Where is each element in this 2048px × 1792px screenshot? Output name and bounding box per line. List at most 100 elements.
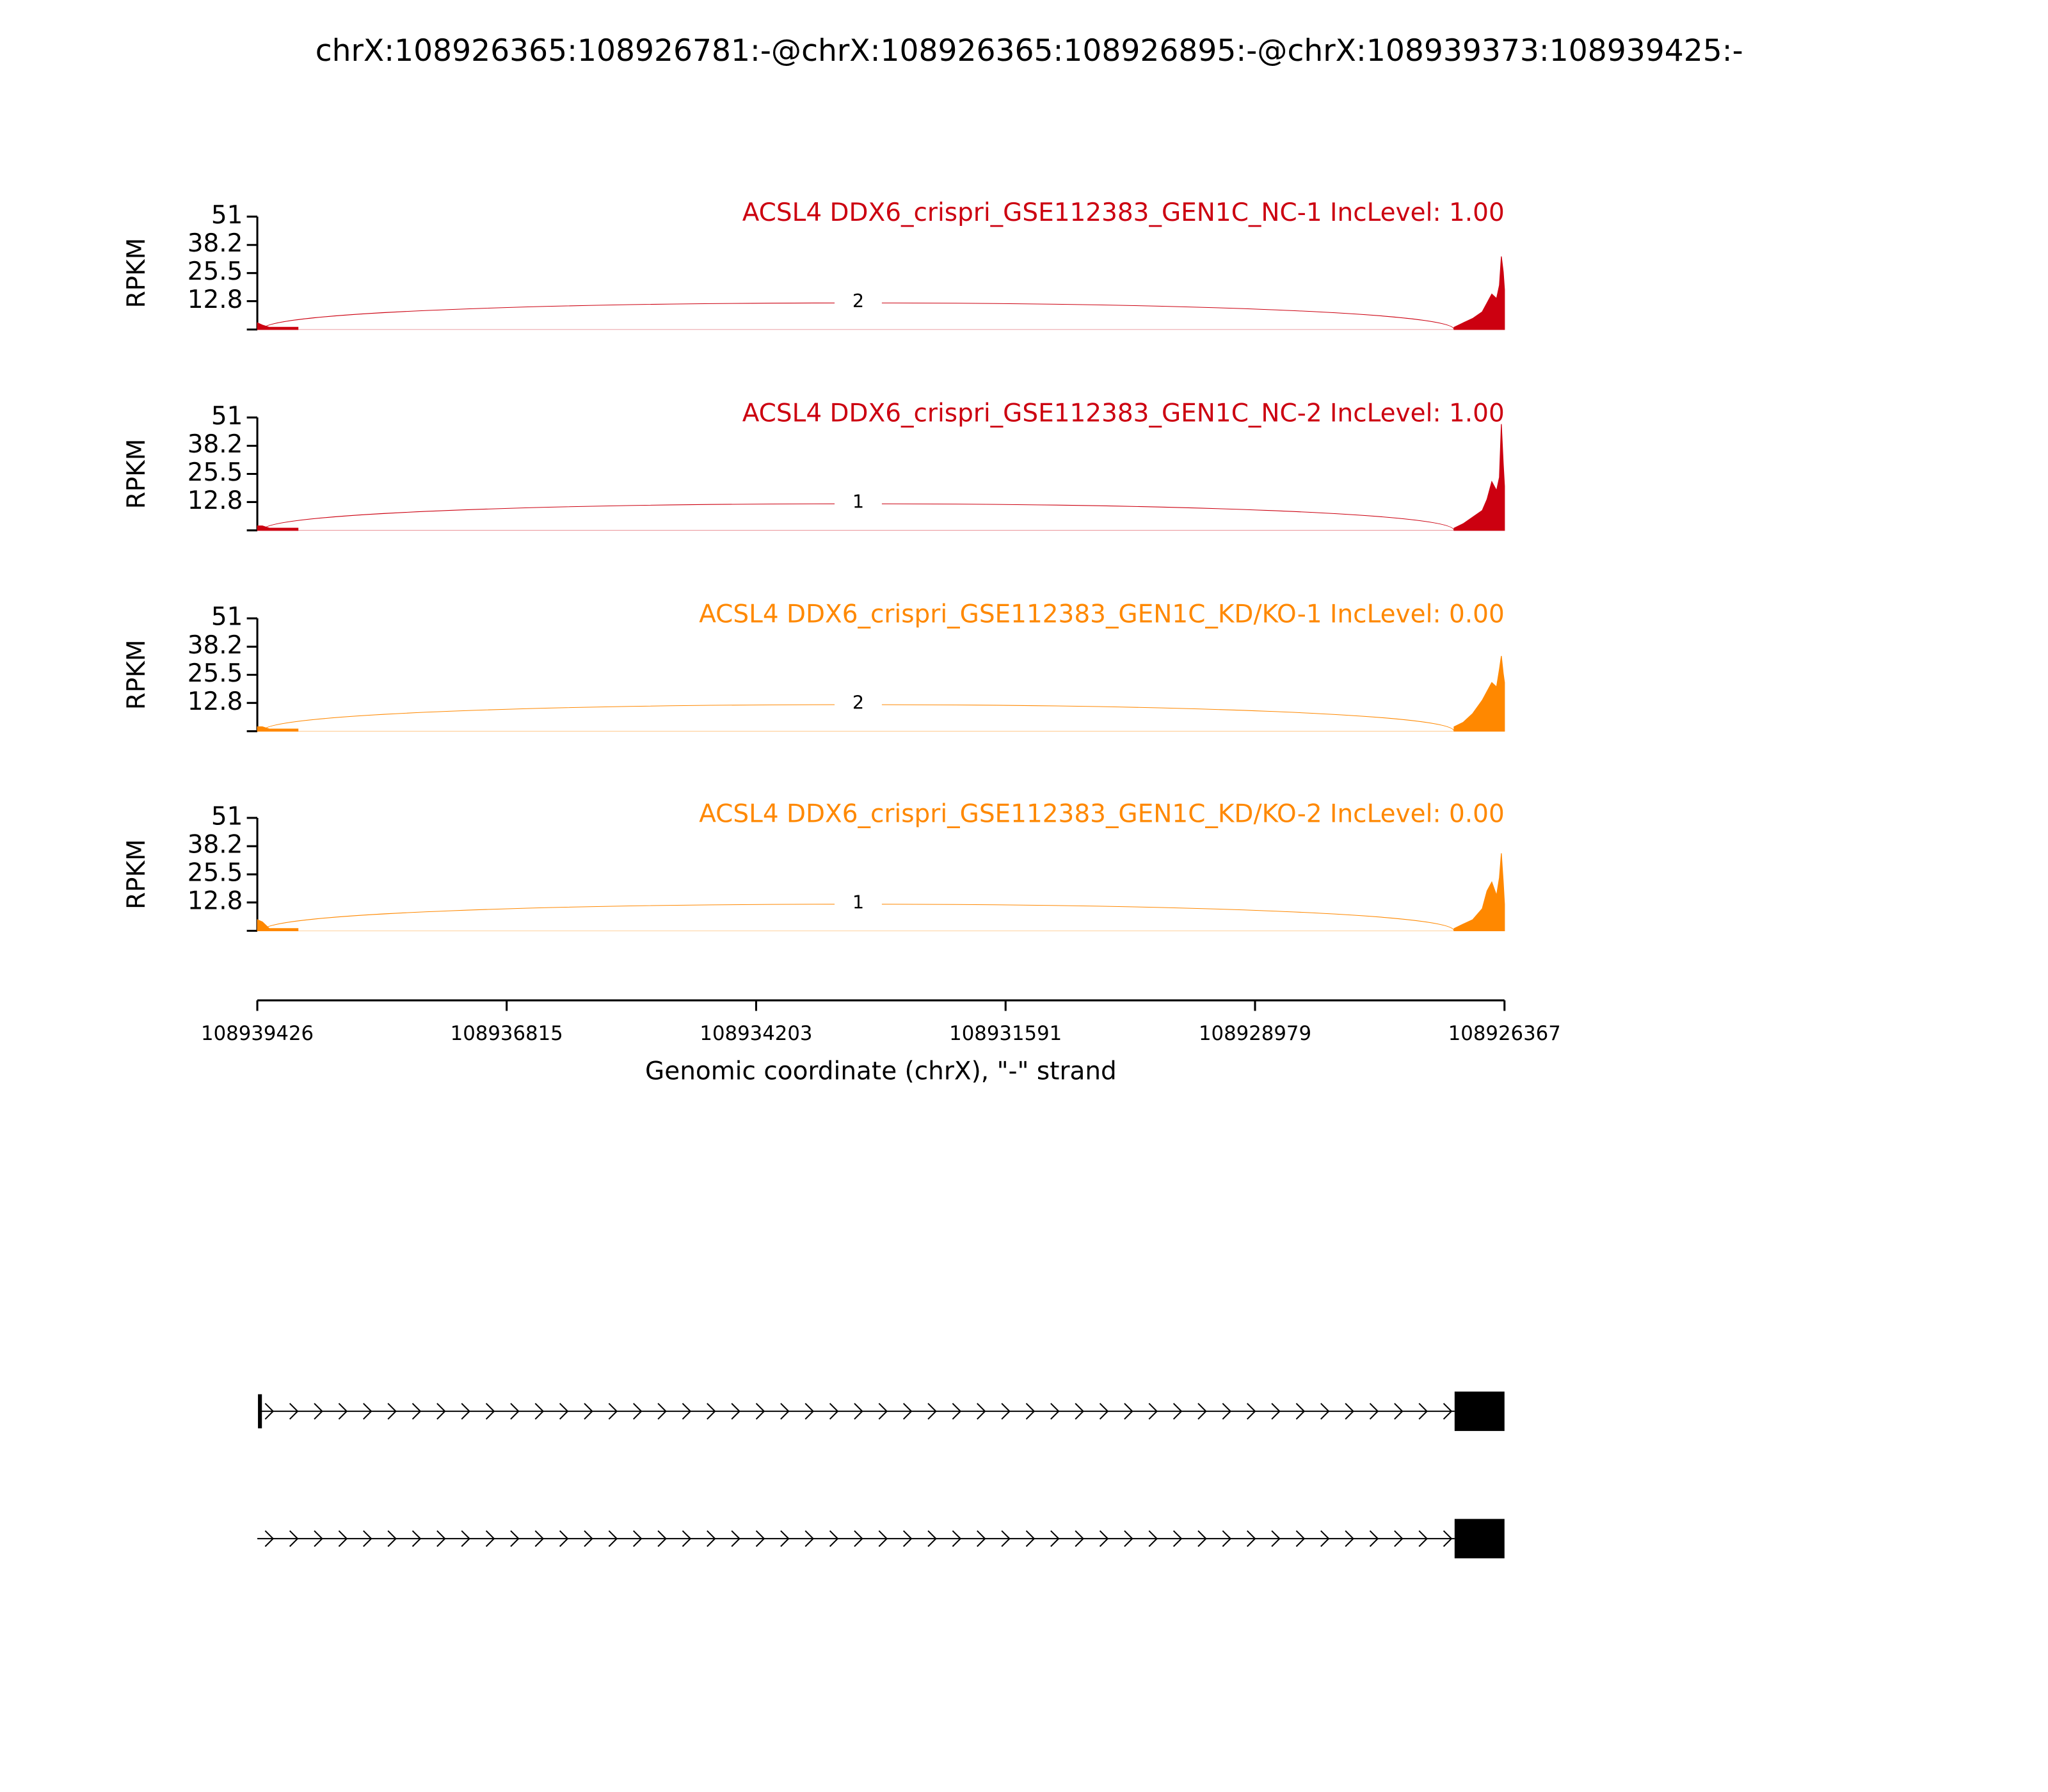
strand-arrow: [1075, 1530, 1084, 1548]
y-tick-label: 25.5: [188, 859, 243, 888]
exon: [1454, 1519, 1505, 1558]
strand-arrow: [1050, 1530, 1060, 1548]
strand-arrow: [977, 1403, 986, 1420]
strand-arrow: [1099, 1403, 1109, 1420]
strand-arrow: [314, 1530, 323, 1548]
strand-arrow: [510, 1403, 520, 1420]
strand-arrow: [1075, 1403, 1084, 1420]
strand-arrow: [1222, 1403, 1232, 1420]
y-tick-label: 38.2: [188, 631, 243, 660]
strand-arrow: [436, 1403, 446, 1420]
y-axis-label: RPKM: [122, 639, 151, 710]
strand-arrow: [1271, 1530, 1281, 1548]
y-tick-label: 38.2: [188, 430, 243, 459]
strand-arrow: [510, 1530, 520, 1548]
strand-arrow: [1050, 1403, 1060, 1420]
strand-arrow: [657, 1530, 667, 1548]
junction-label-bg: [835, 891, 882, 913]
coverage-area: [1453, 256, 1505, 330]
strand-arrow: [633, 1530, 643, 1548]
y-tick-label: 12.8: [188, 687, 243, 716]
strand-arrow: [387, 1530, 397, 1548]
strand-arrow: [584, 1530, 593, 1548]
strand-arrow: [559, 1530, 569, 1548]
strand-arrow: [338, 1403, 348, 1420]
coverage-area: [1453, 655, 1505, 732]
strand-arrow: [1197, 1403, 1207, 1420]
figure-title: chrX:108926365:108926781:-@chrX:10892636…: [316, 33, 1743, 68]
strand-arrow: [1369, 1403, 1379, 1420]
strand-arrow: [1001, 1403, 1011, 1420]
strand-arrow: [289, 1403, 299, 1420]
y-tick-label: 25.5: [188, 659, 243, 688]
x-tick-label: 108936815: [451, 1022, 563, 1045]
y-axis-label: RPKM: [122, 839, 151, 909]
coverage-area: [1453, 424, 1505, 531]
y-tick-label: 51: [211, 603, 243, 632]
strand-arrow: [338, 1530, 348, 1548]
strand-arrow: [412, 1530, 422, 1548]
strand-arrow: [387, 1403, 397, 1420]
panel-title: ACSL4 DDX6_crispri_GSE112383_GEN1C_NC-1 …: [742, 198, 1505, 227]
strand-arrow: [1418, 1530, 1428, 1548]
x-tick-label: 108939426: [201, 1022, 314, 1045]
strand-arrow: [436, 1530, 446, 1548]
strand-arrow: [1369, 1530, 1379, 1548]
strand-arrow: [804, 1530, 815, 1548]
junction-count: 1: [852, 491, 864, 513]
strand-arrow: [829, 1530, 839, 1548]
y-axis-label: RPKM: [122, 439, 151, 509]
strand-arrow: [363, 1530, 372, 1548]
strand-arrow: [1172, 1403, 1183, 1420]
y-axis-label: RPKM: [122, 238, 151, 308]
strand-arrow: [608, 1403, 618, 1420]
strand-arrow: [1246, 1530, 1256, 1548]
x-tick-label: 108934203: [700, 1022, 812, 1045]
strand-arrow: [412, 1403, 422, 1420]
x-tick-label: 108926367: [1448, 1022, 1561, 1045]
coverage-area: [257, 322, 299, 330]
strand-arrow: [1394, 1403, 1404, 1420]
coverage-area: [257, 525, 299, 531]
strand-arrow: [1443, 1530, 1453, 1548]
strand-arrow: [707, 1403, 716, 1420]
strand-arrow: [461, 1530, 470, 1548]
strand-arrow: [854, 1530, 863, 1548]
junction-label-bg: [835, 491, 882, 512]
x-tick-label: 108931591: [949, 1022, 1062, 1045]
junction-count: 1: [852, 891, 864, 913]
strand-arrow: [1025, 1530, 1036, 1548]
strand-arrow: [780, 1530, 790, 1548]
junction-label-bg: [835, 290, 882, 312]
strand-arrow: [1246, 1403, 1256, 1420]
strand-arrow: [755, 1403, 765, 1420]
junction-count: 2: [852, 691, 864, 713]
coverage-area: [1453, 853, 1505, 931]
strand-arrow: [485, 1530, 495, 1548]
strand-arrow: [584, 1403, 593, 1420]
strand-arrow: [755, 1530, 765, 1548]
strand-arrow: [1025, 1403, 1036, 1420]
strand-arrow: [534, 1530, 545, 1548]
strand-arrow: [314, 1403, 323, 1420]
y-tick-label: 51: [211, 802, 243, 831]
strand-arrow: [1345, 1403, 1354, 1420]
strand-arrow: [534, 1403, 545, 1420]
y-tick-label: 25.5: [188, 458, 243, 487]
strand-arrow: [952, 1530, 962, 1548]
exon: [1454, 1391, 1505, 1431]
strand-arrow: [1197, 1530, 1207, 1548]
x-tick-label: 108928979: [1199, 1022, 1311, 1045]
strand-arrow: [902, 1530, 913, 1548]
strand-arrow: [1345, 1530, 1354, 1548]
panel-title: ACSL4 DDX6_crispri_GSE112383_GEN1C_NC-2 …: [742, 399, 1505, 428]
strand-arrow: [289, 1530, 299, 1548]
strand-arrow: [707, 1530, 716, 1548]
strand-arrow: [1418, 1403, 1428, 1420]
strand-arrow: [1443, 1403, 1453, 1420]
coverage-area: [257, 919, 299, 931]
strand-arrow: [780, 1403, 790, 1420]
